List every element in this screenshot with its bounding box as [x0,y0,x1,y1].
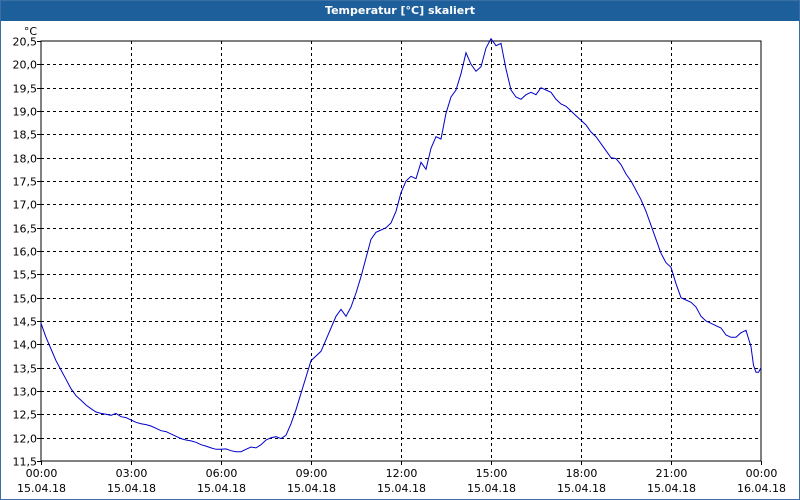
x-tick-time-label: 06:00 [206,467,238,480]
temperature-series-line [40,37,762,453]
x-tick-time-label: 00:00 [746,467,778,480]
y-tick-label: 17,0 [13,199,38,212]
x-tick-date-label: 15.04.18 [647,482,696,495]
x-tick-time-label: 15:00 [476,467,508,480]
y-tick-label: 16,5 [13,223,38,236]
y-tick-label: 13,5 [13,363,38,376]
x-tick-time-label: 09:00 [296,467,328,480]
y-tick-label: 15,5 [13,269,38,282]
y-tick-label: 18,0 [13,153,38,166]
y-tick-label: 18,5 [13,129,38,142]
y-tick-label: 20,0 [13,59,38,72]
y-tick-label: 12,0 [13,433,38,446]
y-axis-unit: °C [24,25,38,38]
x-tick-date-label: 15.04.18 [467,482,516,495]
x-tick-date-label: 15.04.18 [557,482,606,495]
y-tick-label: 16,0 [13,246,38,259]
x-tick-time-label: 03:00 [116,467,148,480]
y-tick-label: 17,5 [13,176,38,189]
y-tick-label: 14,5 [13,316,38,329]
y-tick-label: 19,0 [13,106,38,119]
y-tick-label: 15,0 [13,293,38,306]
y-tick-label: 14,0 [13,339,38,352]
y-tick-label: 11,5 [13,456,38,469]
x-tick-time-label: 21:00 [656,467,688,480]
x-tick-date-label: 15.04.18 [287,482,336,495]
x-tick-date-label: 15.04.18 [377,482,426,495]
y-tick-label: 12,5 [13,409,38,422]
x-tick-date-label: 15.04.18 [197,482,246,495]
x-tick-date-label: 15.04.18 [17,482,66,495]
x-tick-time-label: 12:00 [386,467,418,480]
x-tick-time-label: 18:00 [566,467,598,480]
x-tick-date-label: 15.04.18 [107,482,156,495]
x-tick-time-label: 00:00 [26,467,58,480]
y-tick-label: 13,0 [13,386,38,399]
y-tick-label: 20,5 [13,36,38,49]
x-tick-date-label: 16.04.18 [737,482,786,495]
chart-title: Temperatur [°C] skaliert [1,1,799,21]
temperature-chart: 20,5 20,0 19,5 19,0 18,5 18,0 17,5 17,0 16,5 16,0… [13,25,786,495]
y-tick-label: 19,5 [13,83,38,96]
